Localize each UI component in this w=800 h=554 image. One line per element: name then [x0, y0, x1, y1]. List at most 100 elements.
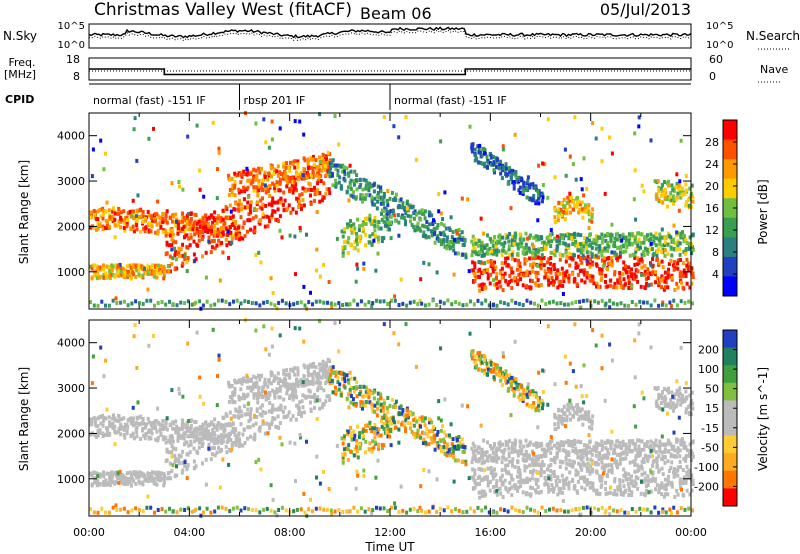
velocity-cell: [147, 428, 151, 433]
power-cell: [303, 303, 307, 308]
power-cell: [224, 299, 228, 304]
noise-left-tick-bottom: 10^0: [58, 40, 85, 51]
power-cell: [133, 215, 137, 220]
power-cell: [209, 213, 213, 218]
velocity-cell: [588, 469, 592, 474]
power-cell: [663, 279, 667, 284]
power-cell: [636, 269, 640, 274]
velocity-cell: [673, 494, 677, 499]
power-cell: [554, 272, 558, 276]
power-cell: [249, 227, 253, 232]
velocity-cell: [531, 463, 535, 468]
power-cell: [209, 231, 213, 236]
velocity-cell: [565, 461, 569, 466]
power-cell: [631, 252, 635, 257]
power-cell: [379, 189, 383, 194]
power-cell: [329, 165, 333, 170]
power-cell: [119, 225, 123, 230]
power-cell: [189, 224, 193, 229]
power-cell: [400, 215, 404, 220]
power-cell: [104, 209, 108, 214]
velocity-cell: [150, 472, 154, 477]
velocity-cell: [182, 422, 186, 427]
power-cell: [114, 263, 118, 268]
power-cell: [252, 176, 255, 181]
power-cell: [583, 268, 587, 273]
power-cell: [573, 203, 577, 208]
velocity-cell: [409, 421, 413, 426]
velocity-cell: [483, 459, 487, 464]
power-cell: [595, 262, 598, 267]
power-cell: [436, 223, 440, 227]
power-cell: [476, 144, 480, 149]
power-cell: [589, 257, 593, 262]
power-cell: [662, 191, 666, 196]
velocity-cell: [452, 455, 456, 460]
power-cell: [643, 236, 647, 241]
power-cell: [483, 161, 487, 166]
power-cell: [654, 243, 658, 248]
power-cell: [509, 278, 513, 283]
power-cell: [141, 274, 145, 278]
power-cell: [393, 218, 397, 223]
velocity-cell: [129, 483, 133, 488]
velocity-cell: [358, 446, 362, 451]
power-cell: [559, 252, 563, 257]
velocity-cell: [325, 379, 329, 384]
velocity-cell: [137, 479, 141, 484]
power-cell: [372, 189, 376, 194]
velocity-cell: [600, 465, 604, 470]
velocity-cell: [328, 381, 332, 386]
velocity-cell: [310, 372, 313, 377]
velocity-cell: [627, 493, 631, 497]
power-cell: [404, 222, 407, 227]
velocity-cell: [177, 457, 181, 462]
power-cell: [368, 213, 372, 218]
power-cell: [644, 277, 648, 282]
power-cell: [495, 272, 499, 277]
velocity-cell: [382, 443, 386, 448]
velocity-cell: [511, 457, 515, 462]
velocity-cell: [369, 391, 373, 396]
velocity-cell: [379, 408, 383, 413]
velocity-cell: [161, 419, 165, 423]
power-cell: [175, 257, 178, 262]
velocity-cell: [595, 491, 598, 496]
power-cell: [105, 222, 109, 227]
velocity-cell: [429, 436, 433, 441]
power-cell: [144, 271, 148, 276]
power-cell: [518, 242, 522, 247]
power-cell: [573, 277, 577, 282]
power-cell: [534, 248, 538, 253]
power-cell: [663, 194, 667, 199]
power-cell: [304, 174, 308, 179]
power-cell: [415, 212, 419, 217]
power-cell: [543, 240, 546, 245]
power-cell: [277, 219, 281, 223]
power-cell: [132, 229, 136, 234]
velocity-cell: [104, 478, 108, 483]
power-cell: [362, 222, 365, 226]
power-cell: [638, 257, 642, 262]
power-cell: [633, 252, 637, 257]
power-cell: [662, 287, 666, 292]
velocity-cell: [376, 431, 380, 436]
power-cell: [417, 210, 421, 215]
velocity-cell: [343, 447, 346, 452]
power-cell: [285, 161, 289, 166]
power-cell: [370, 195, 374, 200]
power-cell: [590, 254, 594, 259]
velocity-cell: [261, 403, 264, 408]
power-cell: [243, 299, 247, 304]
power-cell: [137, 272, 141, 277]
power-cell: [567, 243, 571, 248]
velocity-cell: [507, 454, 511, 459]
power-cell: [675, 247, 678, 252]
velocity-cell: [598, 478, 602, 483]
velocity-cell: [358, 392, 362, 397]
power-cell: [439, 239, 443, 244]
velocity-cell: [513, 438, 517, 443]
power-cell: [150, 265, 154, 270]
power-cell: [429, 229, 433, 234]
power-cell: [500, 176, 504, 181]
